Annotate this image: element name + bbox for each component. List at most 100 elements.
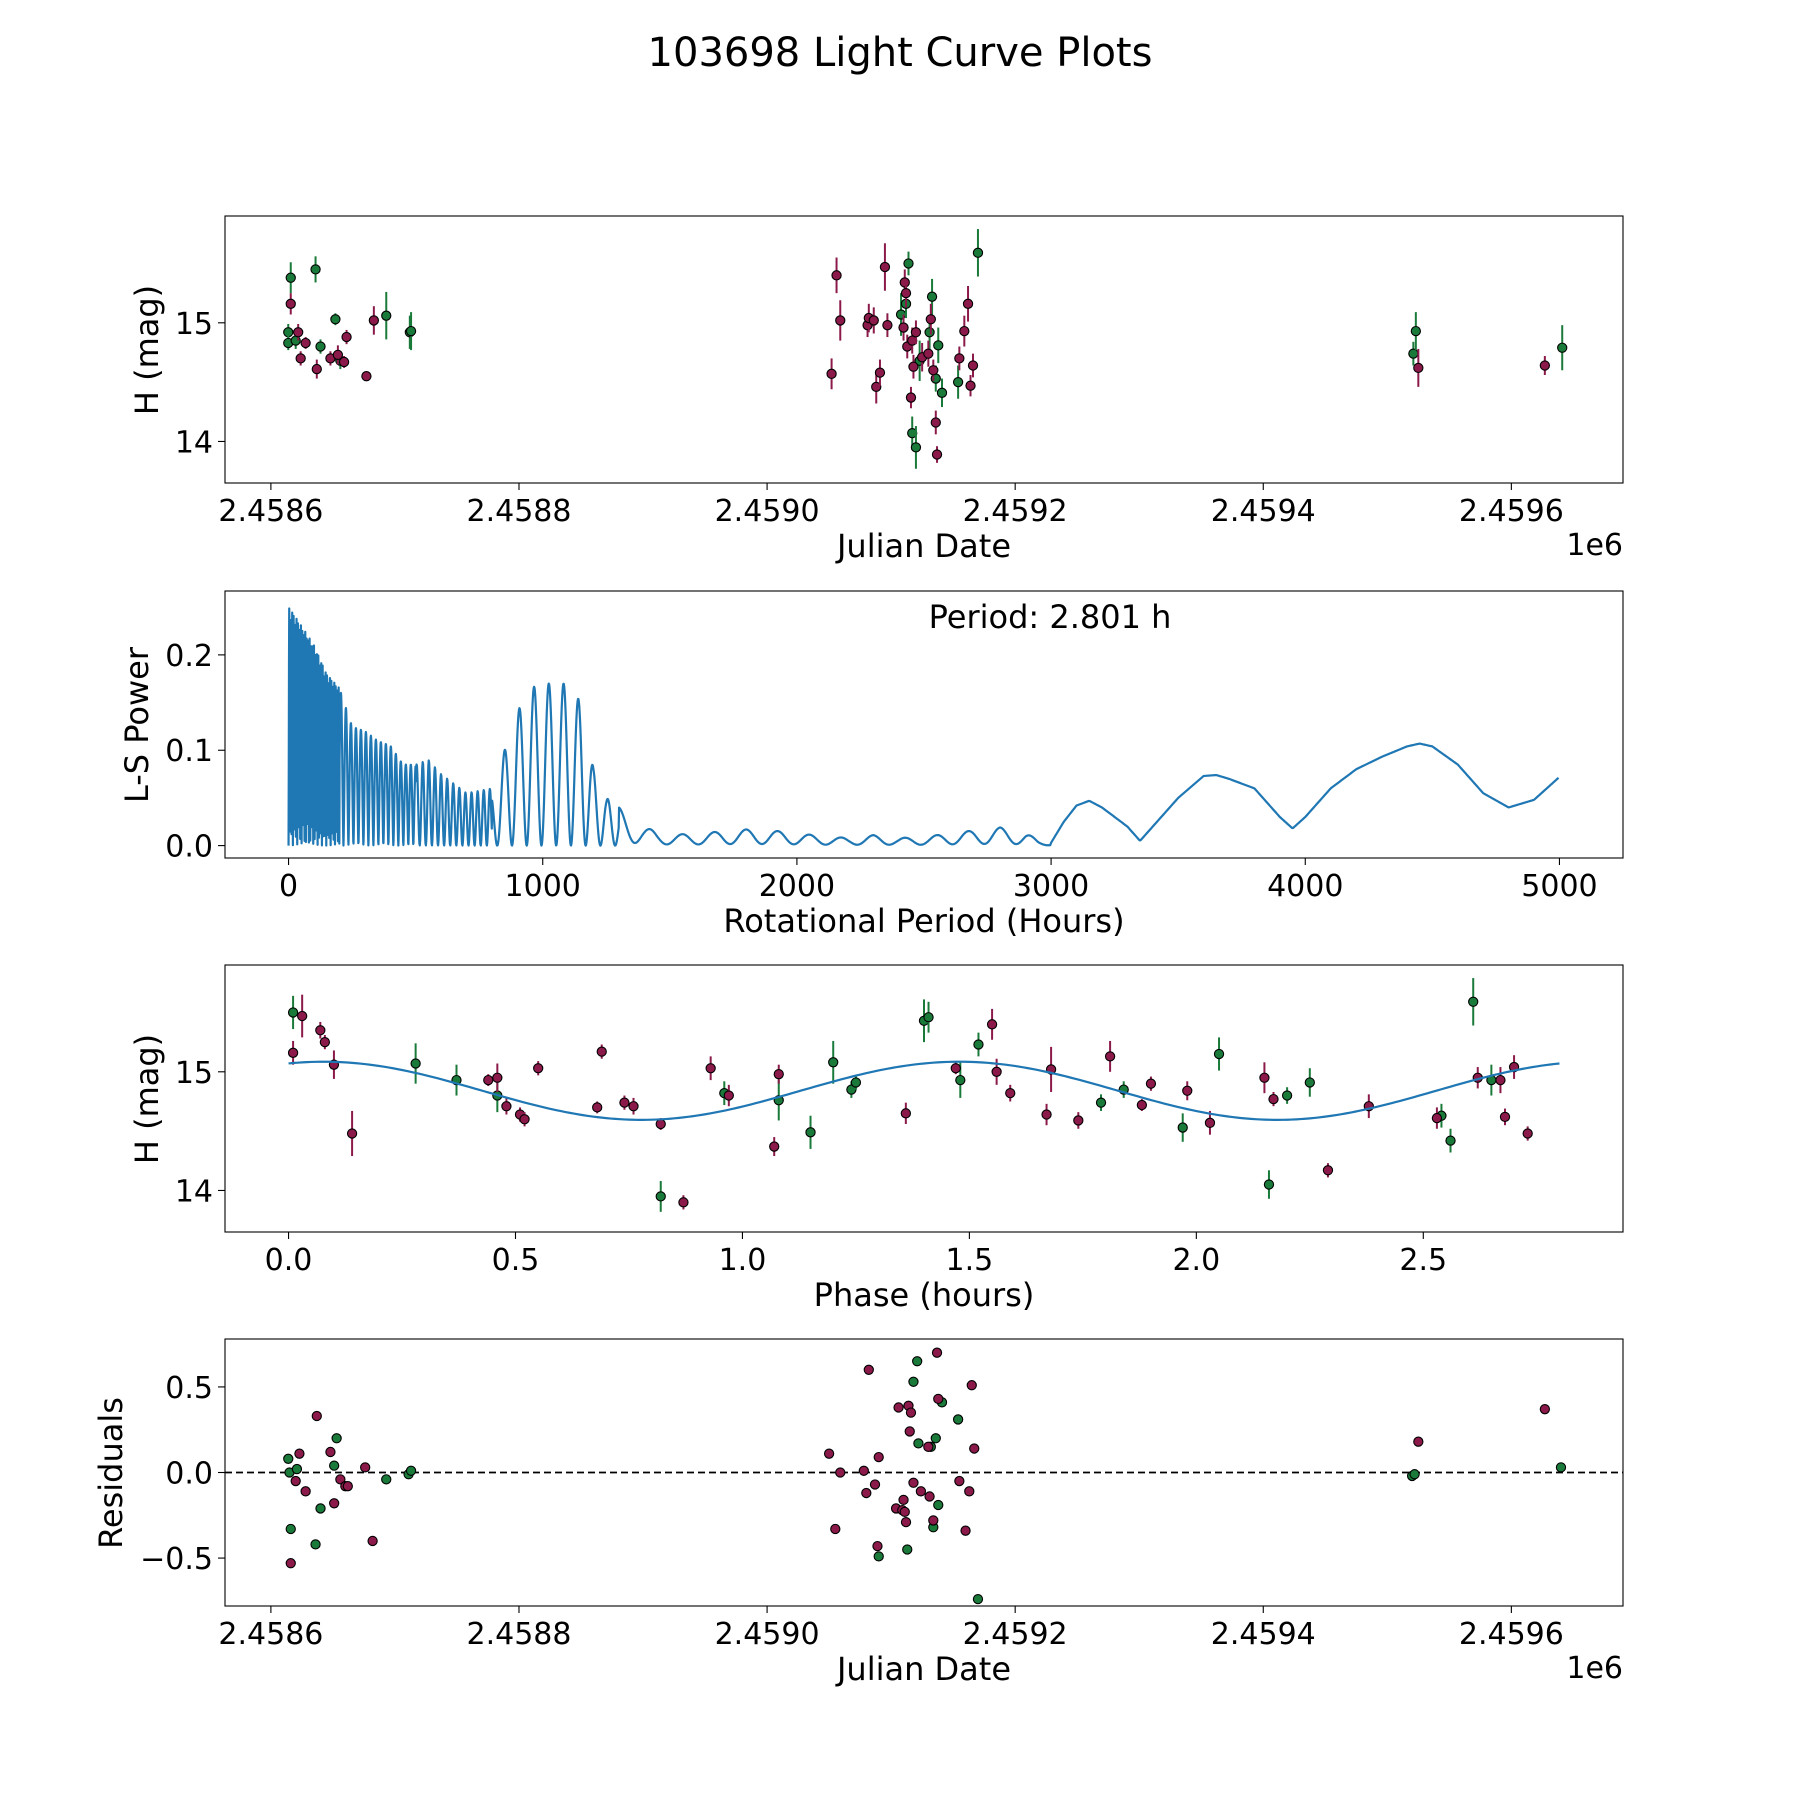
lightcurve-point-g xyxy=(381,310,392,321)
lightcurve-point-r xyxy=(931,449,943,460)
phased-point-r xyxy=(1073,1115,1084,1126)
phased-point-r xyxy=(1145,1078,1157,1089)
lightcurve-point-g xyxy=(910,442,922,453)
phased-xtick-label: 1.0 xyxy=(719,1243,767,1278)
phased-xtick-label: 0.0 xyxy=(265,1243,313,1278)
lightcurve-point-r xyxy=(900,287,912,299)
lightcurve-point-g xyxy=(1557,342,1568,353)
lightcurve-point-r xyxy=(868,315,879,326)
lightcurve-point-r xyxy=(285,298,296,309)
phased-point-g xyxy=(1281,1090,1293,1101)
phased-point-g xyxy=(655,1191,666,1202)
residuals-ytick-label: −0.5 xyxy=(140,1542,213,1577)
residuals-point-g xyxy=(952,1414,964,1425)
phased-point-r xyxy=(1136,1099,1148,1111)
lightcurve-ytick-label: 15 xyxy=(175,307,213,342)
periodogram-xtick-label: 4000 xyxy=(1267,869,1343,904)
periodogram-panel: 0 1000 2000 3000 4000 5000 0.0 0.1 0.2 Period: 2… xyxy=(118,590,1624,940)
lightcurve-point-r xyxy=(908,361,919,372)
lightcurve-marks xyxy=(283,229,1568,469)
phased-point-g xyxy=(1095,1097,1107,1108)
lightcurve-point-g xyxy=(936,387,948,398)
residuals-point-r xyxy=(960,1525,971,1536)
phased-xtick-label: 2.5 xyxy=(1399,1243,1447,1278)
periodogram-xtick-label: 3000 xyxy=(1013,869,1089,904)
lightcurve-xlabel: Julian Date xyxy=(835,527,1011,565)
residuals-point-r xyxy=(928,1515,939,1526)
residuals-point-r xyxy=(335,1474,346,1485)
residuals-point-r xyxy=(285,1558,296,1569)
residuals-point-g xyxy=(381,1474,392,1485)
residuals-point-g xyxy=(902,1544,913,1555)
residuals-point-r xyxy=(863,1364,874,1375)
residuals-point-r xyxy=(893,1402,904,1413)
phased-point-r xyxy=(346,1128,358,1139)
phased-xtick-label: 2.0 xyxy=(1172,1243,1220,1278)
lightcurve-point-r xyxy=(826,368,837,379)
periodogram-ytick-label: 0.1 xyxy=(165,734,213,769)
residuals-point-r xyxy=(823,1448,835,1459)
phased-point-g xyxy=(805,1127,816,1138)
residuals-point-r xyxy=(873,1451,884,1463)
phased-point-g xyxy=(973,1039,984,1050)
phased-point-r xyxy=(492,1072,503,1083)
phased-point-g xyxy=(1468,996,1479,1007)
phased-point-r xyxy=(1268,1093,1279,1105)
residuals-xlabel: Julian Date xyxy=(835,1650,1011,1688)
phased-point-r xyxy=(1182,1085,1193,1096)
lightcurve-point-g xyxy=(1410,325,1421,337)
phased-point-r xyxy=(1522,1128,1533,1139)
phased-point-r xyxy=(315,1025,326,1036)
residuals-ytick-label: 0.5 xyxy=(165,1371,213,1406)
lightcurve-point-r xyxy=(965,380,976,391)
residuals-point-r xyxy=(898,1494,909,1506)
residuals-point-g xyxy=(1409,1469,1420,1480)
lightcurve-point-r xyxy=(295,353,306,364)
residuals-point-r xyxy=(342,1481,353,1492)
lightcurve-point-r xyxy=(341,331,352,343)
residuals-point-r xyxy=(1539,1404,1551,1415)
residuals-point-r xyxy=(969,1443,980,1454)
lightcurve-point-r xyxy=(928,365,939,376)
residuals-point-r xyxy=(899,1506,910,1518)
phased-point-g xyxy=(410,1058,421,1069)
phased-point-r xyxy=(1041,1109,1052,1120)
phased-point-r xyxy=(1104,1051,1116,1062)
residuals-point-r xyxy=(933,1393,944,1405)
residuals-point-r xyxy=(367,1535,378,1547)
residuals-ticks: 2.4586 2.4588 2.4590 2.4592 2.4594 2.4596 −0.5… xyxy=(140,1371,1564,1652)
phased-point-g xyxy=(1213,1048,1225,1060)
phased-point-r xyxy=(655,1118,666,1130)
phased-ylabel: H (mag) xyxy=(128,1034,166,1164)
lightcurve-ticks: 2.4586 2.4588 2.4590 2.4592 2.4594 2.4596 14 15 xyxy=(175,307,1564,529)
lightcurve-point-r xyxy=(293,327,304,338)
residuals-point-g xyxy=(972,1594,984,1605)
phased-point-g xyxy=(828,1057,839,1068)
phased-point-r xyxy=(900,1108,911,1119)
phased-point-g xyxy=(955,1074,966,1086)
residuals-xtick-label: 2.4590 xyxy=(715,1617,820,1652)
phased-ytick-label: 15 xyxy=(175,1056,213,1091)
lightcurve-point-r xyxy=(962,298,974,309)
residuals-point-r xyxy=(835,1467,846,1478)
phased-ticks: 0.0 0.5 1.0 1.5 2.0 2.5 14 15 xyxy=(175,1056,1447,1278)
lightcurve-xtick-label: 2.4596 xyxy=(1459,494,1564,529)
lightcurve-axes-frame xyxy=(224,215,1624,484)
lightcurve-point-g xyxy=(310,264,321,275)
residuals-xtick-label: 2.4592 xyxy=(963,1617,1068,1652)
residuals-point-r xyxy=(872,1540,883,1552)
residuals-point-g xyxy=(1555,1462,1567,1473)
lightcurve-point-g xyxy=(405,325,417,337)
phased-point-r xyxy=(519,1114,530,1125)
phased-point-r xyxy=(991,1066,1002,1077)
lightcurve-point-r xyxy=(332,349,344,360)
periodogram-xtick-label: 2000 xyxy=(759,869,835,904)
phased-point-r xyxy=(619,1097,630,1108)
lightcurve-point-r xyxy=(882,320,893,331)
phased-point-g xyxy=(1445,1135,1456,1146)
phased-fit-curve xyxy=(288,1060,1560,1121)
residuals-xtick-label: 2.4586 xyxy=(218,1617,323,1652)
residuals-point-g xyxy=(331,1433,342,1444)
phased-point-r xyxy=(1495,1074,1506,1086)
phased-point-r xyxy=(769,1141,780,1152)
